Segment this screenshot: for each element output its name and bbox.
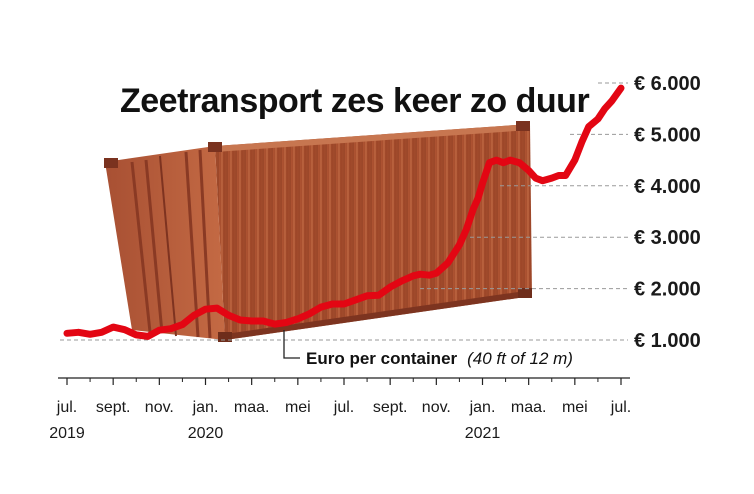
container-lock-bar xyxy=(184,151,200,338)
x-tick-label: jan. xyxy=(192,399,219,416)
x-tick-label: jul. xyxy=(56,399,77,416)
series-line-euro-per-container xyxy=(63,84,625,340)
x-tick-label: mei xyxy=(562,399,588,416)
container-door-seam xyxy=(159,155,177,337)
x-year-label: 2020 xyxy=(188,425,224,442)
y-axis-labels: € 1.000 € 2.000 € 3.000 € 4.000 € 5.000 € 6.0… xyxy=(634,73,701,352)
y-tick-label: € 5.000 xyxy=(634,124,701,146)
container-corner-casting xyxy=(218,332,232,342)
x-tick-label: maa. xyxy=(234,399,270,416)
x-tick-label: nov. xyxy=(422,399,451,416)
y-tick-label: € 3.000 xyxy=(634,227,701,249)
chart-title: Zeetransport zes keer zo duur xyxy=(120,82,589,120)
container-top-rail xyxy=(215,124,530,152)
y-tick-label: € 1.000 xyxy=(634,330,701,352)
x-tick-label: sept. xyxy=(96,399,131,416)
container-bottom-rail xyxy=(225,290,532,340)
x-tick-label: sept. xyxy=(373,399,408,416)
x-tick-label: maa. xyxy=(511,399,547,416)
x-year-label: 2019 xyxy=(49,425,85,442)
shipping-container-illustration xyxy=(104,121,532,342)
annotation-leader-line xyxy=(283,330,300,359)
x-tick-label: jan. xyxy=(469,399,496,416)
x-tick-label: jul. xyxy=(333,399,354,416)
gridlines xyxy=(60,82,628,341)
annotation-label: Euro per container xyxy=(306,349,458,368)
y-tick-label: € 2.000 xyxy=(634,279,701,301)
container-corner-casting xyxy=(104,158,118,168)
container-side-panel xyxy=(215,124,532,340)
x-tick-label: nov. xyxy=(145,399,174,416)
x-tick-label: jul. xyxy=(610,399,631,416)
container-corner-casting xyxy=(516,121,530,131)
annotation-note: (40 ft of 12 m) xyxy=(467,349,573,368)
container-corner-casting xyxy=(208,142,222,152)
container-lock-bar xyxy=(144,159,164,334)
x-tick-label: mei xyxy=(285,399,311,416)
annotation-text: Euro per container (40 ft of 12 m) xyxy=(306,349,573,368)
line-annotation: Euro per container (40 ft of 12 m) xyxy=(283,330,573,368)
x-year-label: 2021 xyxy=(465,425,501,442)
x-axis-ticks: jul. sept. nov. jan. maa. mei jul. sept. nov. jan… xyxy=(49,378,631,442)
y-tick-label: € 6.000 xyxy=(634,73,701,95)
container-lock-bar xyxy=(130,161,152,333)
y-tick-label: € 4.000 xyxy=(634,176,701,198)
container-corner-casting xyxy=(518,288,532,298)
